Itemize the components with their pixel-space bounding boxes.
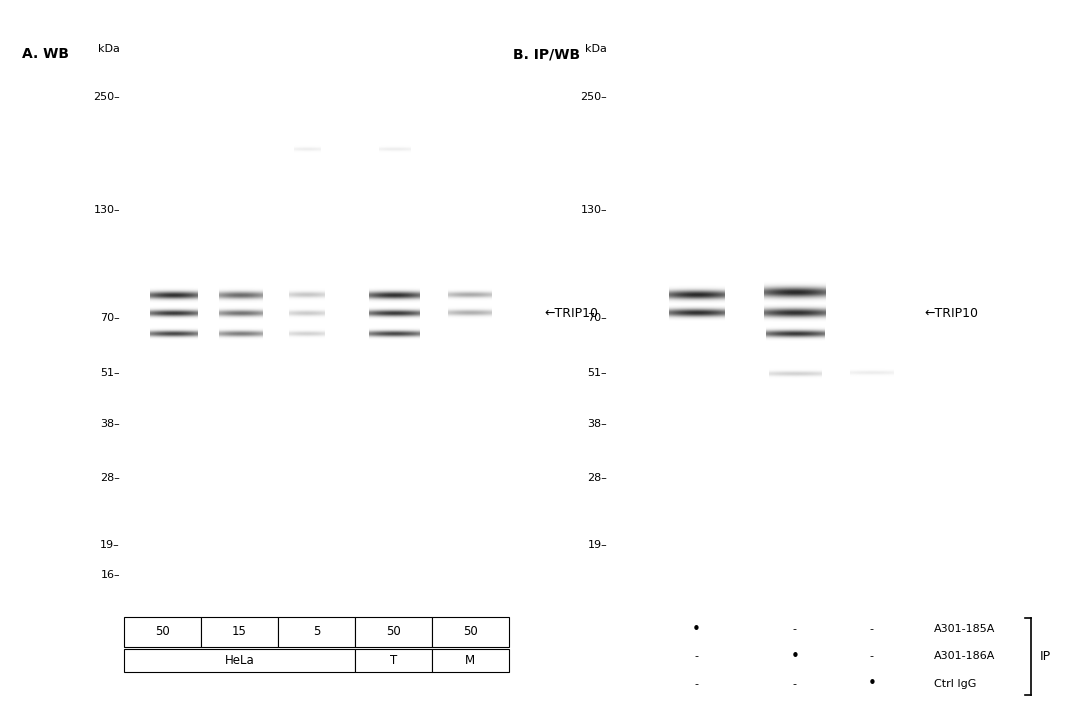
Text: ←TRIP10: ←TRIP10 (924, 307, 978, 320)
Bar (432, 649, 509, 672)
Text: 130–: 130– (580, 205, 607, 215)
Text: •: • (791, 649, 799, 664)
Text: HeLa: HeLa (225, 654, 255, 667)
Text: 130–: 130– (93, 205, 120, 215)
Text: 19–: 19– (588, 540, 607, 550)
Text: •: • (867, 677, 876, 691)
Text: -: - (869, 624, 874, 634)
Text: •: • (692, 622, 701, 636)
Bar (432, 617, 509, 647)
Text: -: - (869, 651, 874, 662)
Bar (124, 649, 355, 672)
Text: 250–: 250– (580, 92, 607, 102)
Text: -: - (694, 651, 699, 662)
Bar (355, 649, 432, 672)
Text: 5: 5 (313, 625, 320, 638)
Text: 50: 50 (386, 625, 401, 638)
Text: 38–: 38– (588, 419, 607, 429)
Text: 15: 15 (232, 625, 247, 638)
Bar (124, 617, 201, 647)
Text: A301-185A: A301-185A (934, 624, 996, 634)
Text: 50: 50 (463, 625, 477, 638)
Text: 38–: 38– (100, 419, 120, 429)
Text: ←TRIP10: ←TRIP10 (544, 307, 598, 320)
Text: -: - (694, 679, 699, 689)
Text: 250–: 250– (93, 92, 120, 102)
Text: 28–: 28– (588, 473, 607, 482)
Text: A. WB: A. WB (22, 48, 69, 61)
Text: 70–: 70– (100, 313, 120, 323)
Bar (278, 617, 355, 647)
Text: -: - (793, 624, 797, 634)
Bar (201, 617, 278, 647)
Text: 16–: 16– (100, 570, 120, 580)
Text: 70–: 70– (588, 313, 607, 323)
Text: 50: 50 (156, 625, 170, 638)
Text: kDa: kDa (585, 44, 607, 54)
Text: M: M (465, 654, 475, 667)
Text: -: - (793, 679, 797, 689)
Text: 51–: 51– (100, 368, 120, 378)
Bar (355, 617, 432, 647)
Text: A301-186A: A301-186A (934, 651, 996, 662)
Text: T: T (390, 654, 397, 667)
Text: Ctrl IgG: Ctrl IgG (934, 679, 976, 689)
Text: IP: IP (1040, 650, 1051, 663)
Text: B. IP/WB: B. IP/WB (513, 48, 580, 61)
Text: 51–: 51– (588, 368, 607, 378)
Text: kDa: kDa (98, 44, 120, 54)
Text: 28–: 28– (100, 473, 120, 482)
Text: 19–: 19– (100, 540, 120, 550)
